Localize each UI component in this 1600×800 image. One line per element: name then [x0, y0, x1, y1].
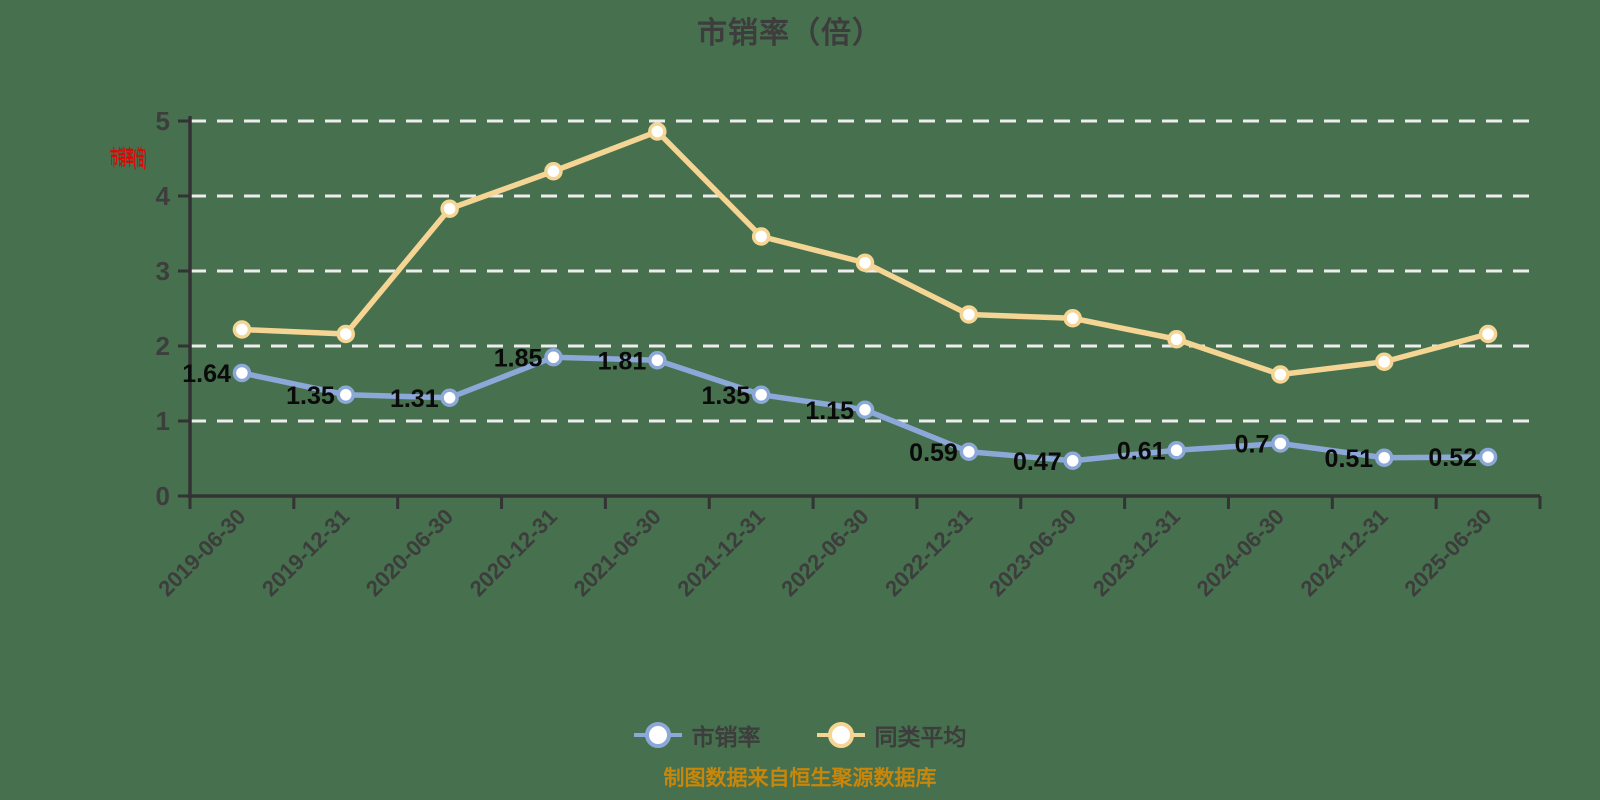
legend-item-市销率[interactable]: 市销率: [633, 718, 761, 752]
data-point-marker[interactable]: [959, 442, 979, 461]
data-point-marker[interactable]: [1374, 352, 1394, 371]
data-point-marker[interactable]: [232, 320, 252, 339]
data-point-marker[interactable]: [440, 388, 459, 407]
data-point-marker[interactable]: [648, 351, 667, 370]
data-point-marker[interactable]: [1374, 448, 1394, 467]
data-point-label: 1.85: [494, 344, 543, 372]
data-point-marker[interactable]: [1167, 330, 1186, 349]
data-point-marker[interactable]: [751, 227, 771, 246]
x-axis-label: 2021-12-31: [672, 504, 769, 601]
data-point-marker[interactable]: [751, 385, 771, 404]
data-point-marker[interactable]: [232, 363, 252, 383]
legend-line-dot-icon: [633, 722, 682, 748]
legend: 市销率 同类平均: [0, 718, 1600, 752]
data-point-marker[interactable]: [1271, 365, 1290, 384]
x-axis-label: 2020-06-30: [361, 504, 458, 601]
legend-line-dot-icon: [816, 722, 865, 748]
data-point-marker[interactable]: [1063, 309, 1082, 328]
data-point-label: 0.7: [1235, 431, 1270, 459]
x-axis-label: 2021-06-30: [569, 504, 666, 601]
legend-label: 同类平均: [874, 724, 967, 750]
data-point-marker[interactable]: [336, 385, 356, 404]
data-point-label: 0.47: [1013, 448, 1062, 476]
x-axis-label: 2022-12-31: [880, 504, 977, 601]
data-point-label: 1.31: [390, 385, 439, 413]
data-source-note: 制图数据来自恒生聚源数据库: [663, 767, 937, 790]
x-axis-label: 2024-12-31: [1296, 504, 1393, 601]
y-axis-label: 4: [156, 181, 171, 211]
y-axis-label: 0: [156, 481, 170, 511]
series-line-同类平均: [239, 128, 1491, 378]
x-axis-label: 2022-06-30: [776, 504, 873, 601]
plot-area: 0 1 2 3 4 5 2019-06-30 2019-12-31 2020-06-30 2020…: [153, 106, 1542, 601]
legend-label: 市销率: [691, 724, 761, 750]
x-axis-label: 2020-12-31: [465, 504, 562, 601]
data-point-label: 1.81: [598, 347, 647, 375]
y-axis-label: 5: [156, 106, 170, 136]
data-point-marker[interactable]: [1063, 451, 1082, 470]
y-axis-label: 1: [156, 406, 170, 436]
data-point-marker[interactable]: [855, 400, 875, 419]
data-point-label: 1.15: [805, 397, 854, 425]
data-point-label: 0.59: [909, 439, 958, 467]
x-axis-label: 2023-06-30: [984, 504, 1081, 601]
legend-item-同类平均[interactable]: 同类平均: [816, 718, 967, 752]
data-point-marker[interactable]: [544, 348, 563, 367]
data-point-marker[interactable]: [440, 199, 459, 218]
data-point-marker[interactable]: [959, 305, 979, 324]
data-point-label: 1.35: [701, 382, 750, 410]
red-axis-watermark: 市销率(倍): [110, 146, 147, 170]
data-point-marker[interactable]: [1167, 441, 1186, 460]
data-point-marker[interactable]: [1271, 434, 1290, 453]
data-point-marker[interactable]: [544, 162, 563, 181]
data-point-label: 1.64: [182, 360, 231, 388]
data-point-marker[interactable]: [648, 122, 667, 141]
chart-title: 市销率（倍）: [697, 17, 883, 50]
x-axis-label: 2024-06-30: [1192, 504, 1289, 601]
x-axis-label: 2019-12-31: [257, 504, 354, 601]
x-axis-label: 2019-06-30: [153, 504, 250, 601]
data-point-marker[interactable]: [1478, 447, 1498, 467]
data-point-label: 0.51: [1325, 445, 1374, 473]
y-axis-label: 2: [156, 331, 170, 361]
data-point-marker[interactable]: [1478, 324, 1498, 344]
x-axis-label: 2025-06-30: [1399, 504, 1496, 601]
data-point-label: 0.61: [1117, 437, 1166, 465]
data-point-marker[interactable]: [336, 324, 356, 344]
data-point-label: 1.35: [286, 382, 335, 410]
y-axis-label: 3: [156, 256, 170, 286]
x-axis-label: 2023-12-31: [1088, 504, 1185, 601]
data-point-label: 0.52: [1428, 444, 1477, 472]
data-point-marker[interactable]: [855, 253, 875, 272]
